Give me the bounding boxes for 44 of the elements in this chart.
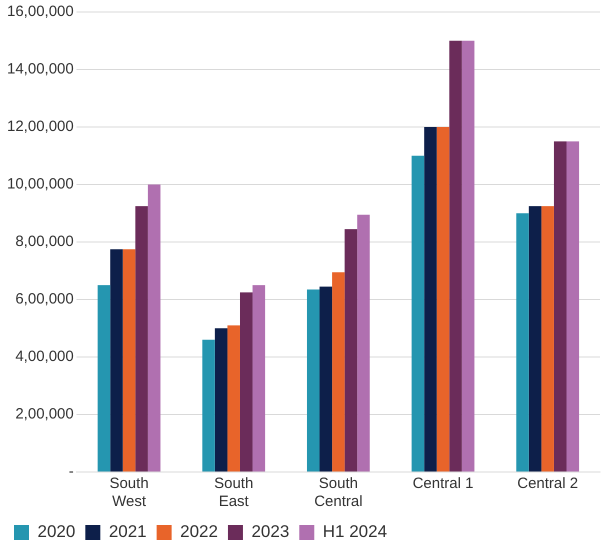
x-tick-label: South Central (314, 475, 363, 510)
bar (135, 206, 148, 472)
legend-label: 2020 (38, 522, 76, 542)
bar (332, 272, 345, 472)
legend-label: H1 2024 (322, 522, 388, 542)
bar (436, 127, 450, 472)
y-tick-label: 16,00,000 (6, 3, 74, 20)
bar (554, 141, 567, 472)
legend-label: 2022 (180, 522, 218, 542)
legend-label: 2023 (251, 522, 290, 542)
bar (98, 285, 110, 472)
y-tick-label: 12,00,000 (6, 118, 74, 136)
bar (357, 214, 370, 472)
y-tick-label: 10,00,000 (6, 176, 74, 193)
x-tick-label: Central 2 (517, 475, 578, 492)
bar (462, 40, 474, 472)
bar (541, 206, 554, 472)
y-tick-label: - (68, 463, 74, 480)
bar (110, 249, 123, 472)
y-tick-label: 6,00,000 (15, 290, 74, 308)
x-tick-label: Central 1 (412, 475, 474, 492)
bar (252, 285, 266, 472)
bar (566, 141, 580, 472)
x-tick-label: South West (109, 475, 149, 510)
bar (202, 340, 215, 472)
bar (227, 325, 240, 472)
y-tick-label: 8,00,000 (15, 233, 74, 250)
bar (240, 292, 253, 472)
bar (449, 40, 462, 472)
bar (344, 229, 358, 472)
bar (122, 249, 136, 472)
y-tick-label: 14,00,000 (6, 60, 74, 78)
bar (528, 206, 542, 472)
x-tick-label: South East (214, 475, 254, 510)
legend-label: 2021 (108, 522, 147, 542)
bar (214, 328, 228, 472)
bar (412, 156, 424, 472)
y-tick-label: 2,00,000 (15, 406, 74, 423)
bar (306, 289, 320, 472)
bar (424, 127, 437, 472)
bar (516, 213, 529, 472)
bar (148, 184, 160, 472)
bar (320, 286, 332, 472)
y-tick-label: 4,00,000 (15, 348, 74, 366)
